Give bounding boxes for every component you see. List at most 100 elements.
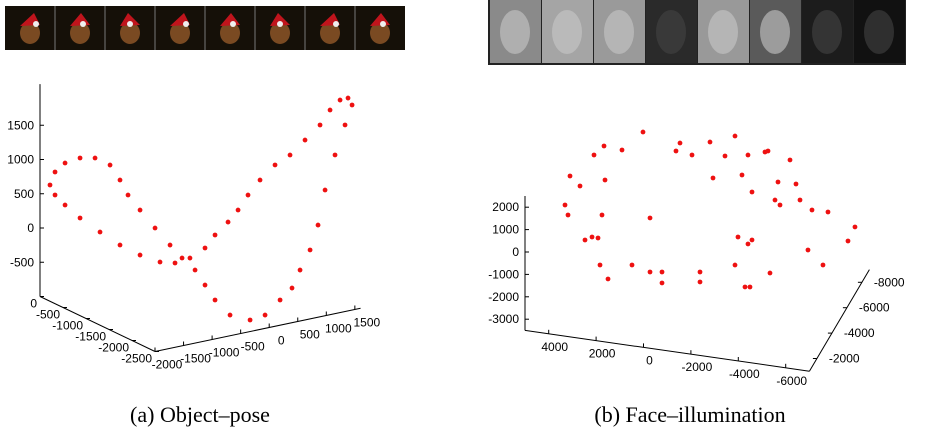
point bbox=[107, 162, 113, 168]
point bbox=[647, 215, 653, 221]
point bbox=[689, 152, 695, 158]
point bbox=[345, 95, 351, 101]
point bbox=[272, 162, 278, 168]
z-tick-label: -3000 bbox=[488, 312, 519, 326]
point bbox=[793, 181, 799, 187]
point bbox=[52, 192, 58, 198]
z-tick-label: 1500 bbox=[7, 118, 34, 132]
point bbox=[739, 172, 745, 178]
point bbox=[595, 235, 601, 241]
point bbox=[52, 169, 58, 175]
point bbox=[117, 177, 123, 183]
x-tick-label: 0 bbox=[278, 334, 285, 348]
point bbox=[659, 269, 665, 275]
thumbnail-bear bbox=[70, 22, 90, 44]
caption: (b) Face–illumination bbox=[594, 402, 785, 427]
y-tick-label: -1000 bbox=[52, 319, 83, 333]
x-axis bbox=[524, 329, 810, 372]
point bbox=[797, 197, 803, 203]
x-tick-label: -1500 bbox=[180, 352, 211, 366]
x-tick-label: -1000 bbox=[209, 346, 240, 360]
y-tick-label: -8000 bbox=[874, 275, 905, 289]
point bbox=[845, 238, 851, 244]
point bbox=[342, 122, 348, 128]
thumbnail-hat bbox=[270, 13, 290, 26]
point bbox=[567, 173, 573, 179]
point bbox=[820, 262, 826, 268]
point bbox=[192, 267, 198, 273]
point bbox=[697, 279, 703, 285]
point bbox=[257, 177, 263, 183]
point bbox=[212, 232, 218, 238]
point bbox=[47, 182, 53, 188]
z-tick-label: 2000 bbox=[492, 200, 519, 214]
thumbnail-face-shape bbox=[760, 10, 790, 54]
point bbox=[77, 155, 83, 161]
point bbox=[297, 267, 303, 273]
point bbox=[62, 160, 68, 166]
point bbox=[673, 148, 679, 154]
thumbnail-bear bbox=[270, 22, 290, 44]
point bbox=[745, 241, 751, 247]
z-tick-label: 0 bbox=[27, 221, 34, 235]
point bbox=[597, 262, 603, 268]
point bbox=[742, 284, 748, 290]
thumbnail-bear bbox=[170, 22, 190, 44]
point bbox=[179, 255, 185, 261]
thumbnail-face-shape bbox=[812, 10, 842, 54]
point bbox=[117, 242, 123, 248]
point bbox=[640, 129, 646, 135]
thumbnail-face-shape bbox=[500, 10, 530, 54]
point bbox=[601, 143, 607, 149]
y-tick-label: -2000 bbox=[829, 352, 860, 366]
thumbnail-bear bbox=[320, 22, 340, 44]
point bbox=[227, 312, 233, 318]
point bbox=[322, 187, 328, 193]
x-tick-label: 0 bbox=[646, 353, 653, 367]
point bbox=[767, 270, 773, 276]
point bbox=[809, 207, 815, 213]
point bbox=[125, 192, 131, 198]
thumbnail-face-shape bbox=[552, 10, 582, 54]
point bbox=[62, 202, 68, 208]
point bbox=[777, 202, 783, 208]
point bbox=[775, 179, 781, 185]
point bbox=[245, 192, 251, 198]
thumbnail-pompom bbox=[80, 21, 86, 27]
point bbox=[247, 317, 253, 323]
x-tick-label: -4000 bbox=[729, 367, 760, 381]
point bbox=[772, 197, 778, 203]
y-tick-label: -2000 bbox=[98, 341, 129, 355]
point bbox=[287, 152, 293, 158]
point bbox=[562, 202, 568, 208]
point bbox=[825, 209, 831, 215]
x-tick-label: 500 bbox=[300, 328, 320, 342]
thumbnail-pompom bbox=[33, 21, 39, 27]
z-tick-label: 0 bbox=[512, 245, 519, 259]
x-tick-label: -2000 bbox=[682, 360, 713, 374]
point bbox=[337, 97, 343, 103]
point bbox=[212, 297, 218, 303]
thumbnail-face-shape bbox=[604, 10, 634, 54]
y-tick-label: -6000 bbox=[859, 301, 890, 315]
point bbox=[315, 222, 321, 228]
point bbox=[97, 229, 103, 235]
point bbox=[582, 237, 588, 243]
point bbox=[202, 245, 208, 251]
x-tick-label: 4000 bbox=[541, 340, 568, 354]
point bbox=[629, 262, 635, 268]
point bbox=[735, 234, 741, 240]
thumbnail-bear bbox=[370, 22, 390, 44]
point bbox=[262, 312, 268, 318]
point bbox=[659, 280, 665, 286]
point bbox=[332, 152, 338, 158]
point bbox=[647, 269, 653, 275]
x-tick-label: 1500 bbox=[353, 316, 380, 330]
point bbox=[349, 102, 355, 108]
point bbox=[152, 225, 158, 231]
point bbox=[327, 107, 333, 113]
z-tick-label: -500 bbox=[10, 255, 34, 269]
point bbox=[172, 260, 178, 266]
